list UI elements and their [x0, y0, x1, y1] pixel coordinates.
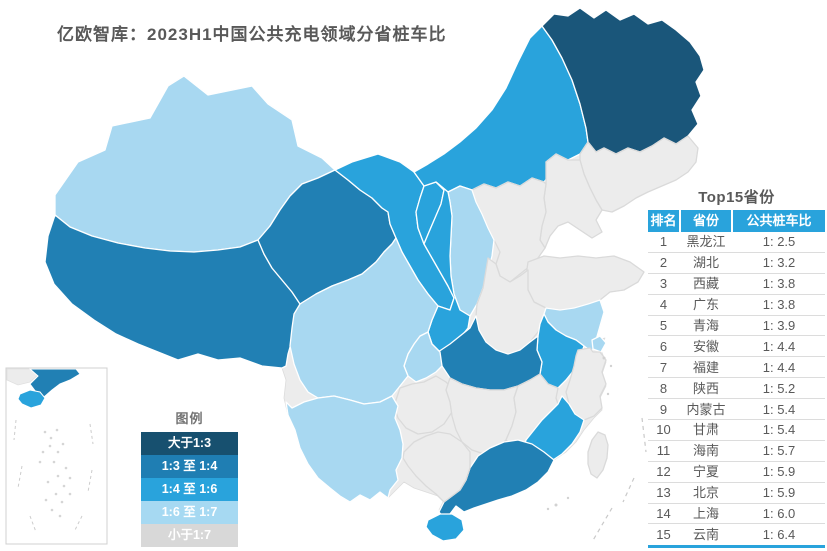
cell-rank: 3	[659, 276, 668, 292]
legend-band-16-17: 1:6 至 1:7	[141, 501, 238, 524]
cell-province: 湖北	[692, 255, 719, 271]
cell-rank: 13	[656, 485, 671, 501]
cell-rank: 2	[659, 255, 668, 271]
inset-guangdong-tip	[28, 368, 81, 398]
cell-ratio: 1: 4.4	[762, 359, 796, 375]
cell-ratio: 1: 3.2	[762, 255, 796, 271]
cell-ratio: 1: 5.4	[762, 422, 796, 438]
province-shandong	[525, 255, 645, 311]
cell-ratio: 1: 3.8	[762, 297, 796, 313]
province-sichuan	[289, 237, 439, 405]
table-row: 11 海南 1: 5.7	[648, 441, 825, 462]
legend-title: 图例	[175, 411, 204, 426]
province-shanghai	[591, 335, 607, 353]
cell-rank: 12	[656, 464, 671, 480]
cell-rank: 9	[659, 401, 668, 417]
table-row: 13 北京 1: 5.9	[648, 483, 825, 504]
legend-band-14-16: 1:4 至 1:6	[141, 478, 238, 501]
cell-rank: 4	[659, 297, 668, 313]
cell-ratio: 1: 3.8	[762, 276, 796, 292]
legend-band-13-14: 1:3 至 1:4	[141, 455, 238, 478]
table-row: 12 宁夏 1: 5.9	[648, 462, 825, 483]
cell-province: 福建	[692, 359, 719, 375]
province-guangxi	[402, 431, 471, 503]
cell-province: 甘肃	[692, 422, 719, 438]
cell-rank: 15	[656, 527, 671, 543]
cell-rank: 8	[659, 380, 668, 396]
legend-band-lt17: 小于1:7	[141, 524, 238, 547]
cell-ratio: 1: 6.4	[762, 527, 796, 543]
cell-province: 云南	[692, 527, 719, 543]
page-title: 亿欧智库：2023H1中国公共充电领域分省桩车比	[57, 25, 447, 44]
cell-province: 北京	[692, 485, 719, 501]
cell-province: 宁夏	[692, 464, 719, 480]
map-legend: 图例 大于1:3 1:3 至 1:4 1:4 至 1:6 1:6 至 1:7 小…	[141, 408, 238, 547]
cell-ratio: 1: 5.7	[762, 443, 796, 459]
cell-rank: 7	[659, 359, 668, 375]
cell-province: 上海	[692, 506, 719, 522]
top15-table: Top15省份 排名 省份 公共桩车比 1 黑龙江 1: 2.5 2 湖北 1: 3.2 3…	[648, 186, 825, 549]
cell-rank: 6	[659, 338, 668, 354]
table-row: 7 福建 1: 4.4	[648, 357, 825, 379]
cell-ratio: 1: 5.9	[762, 485, 796, 501]
cell-province: 安徽	[692, 338, 719, 354]
cell-rank: 11	[656, 443, 671, 459]
province-hainan	[425, 513, 465, 542]
province-taiwan	[587, 431, 609, 479]
inset-island-dots	[38, 428, 72, 518]
cell-province: 陕西	[692, 380, 719, 396]
cell-rank: 1	[659, 234, 668, 250]
cell-ratio: 1: 3.9	[762, 318, 796, 333]
cell-rank: 14	[656, 506, 671, 522]
table-row: 4 广东 1: 3.8	[648, 295, 825, 316]
province-zhejiang	[565, 347, 607, 421]
province-heilongjiang	[541, 7, 705, 155]
table-row: 1 黑龙江 1: 2.5	[648, 232, 825, 253]
table-row: 8 陕西 1: 5.2	[648, 378, 825, 400]
cell-ratio: 1: 5.4	[762, 401, 796, 417]
table-row: 10 甘肃 1: 5.4	[648, 420, 825, 441]
cell-ratio: 1: 5.9	[762, 464, 796, 480]
cell-province: 青海	[692, 318, 719, 333]
cell-ratio: 1: 6.0	[762, 506, 796, 522]
table-body: 1 黑龙江 1: 2.5 2 湖北 1: 3.2 3 西藏 1: 3.8 4 广东 1: 3.8 5 青海…	[648, 232, 825, 549]
table-row: 3 西藏 1: 3.8	[648, 274, 825, 295]
inset-hainan	[17, 389, 46, 409]
header-rank: 排名	[648, 210, 679, 232]
header-province: 省份	[681, 210, 731, 232]
inset-dashed-line	[13, 419, 94, 533]
table-title: Top15省份	[698, 189, 775, 206]
cell-ratio: 1: 4.4	[762, 338, 796, 354]
header-ratio: 公共桩车比	[733, 210, 825, 232]
table-row: 9 内蒙古 1: 5.4	[648, 399, 825, 421]
table-row: 2 湖北 1: 3.2	[648, 253, 825, 274]
table-header-row: 排名 省份 公共桩车比	[648, 210, 825, 232]
table-row: 5 青海 1: 3.9	[648, 316, 825, 337]
legend-band-gt13: 大于1:3	[141, 432, 238, 455]
cell-rank: 5	[659, 318, 668, 333]
south-china-sea-inset	[5, 367, 108, 545]
offshore-islands	[546, 356, 613, 511]
cell-province: 海南	[692, 443, 719, 459]
cell-province: 西藏	[692, 276, 719, 292]
cell-province: 广东	[692, 297, 719, 313]
cell-rank: 10	[656, 422, 671, 438]
province-yunnan	[285, 395, 404, 503]
cell-ratio: 1: 5.2	[762, 380, 796, 396]
cell-ratio: 1: 2.5	[762, 234, 796, 250]
table-row: 6 安徽 1: 4.4	[648, 336, 825, 358]
table-row: 14 上海 1: 6.0	[648, 504, 825, 525]
cell-province: 内蒙古	[686, 401, 726, 417]
maritime-dashed-line	[591, 417, 647, 543]
table-row: 15 云南 1: 6.4	[648, 524, 825, 545]
cell-province: 黑龙江	[686, 234, 726, 250]
